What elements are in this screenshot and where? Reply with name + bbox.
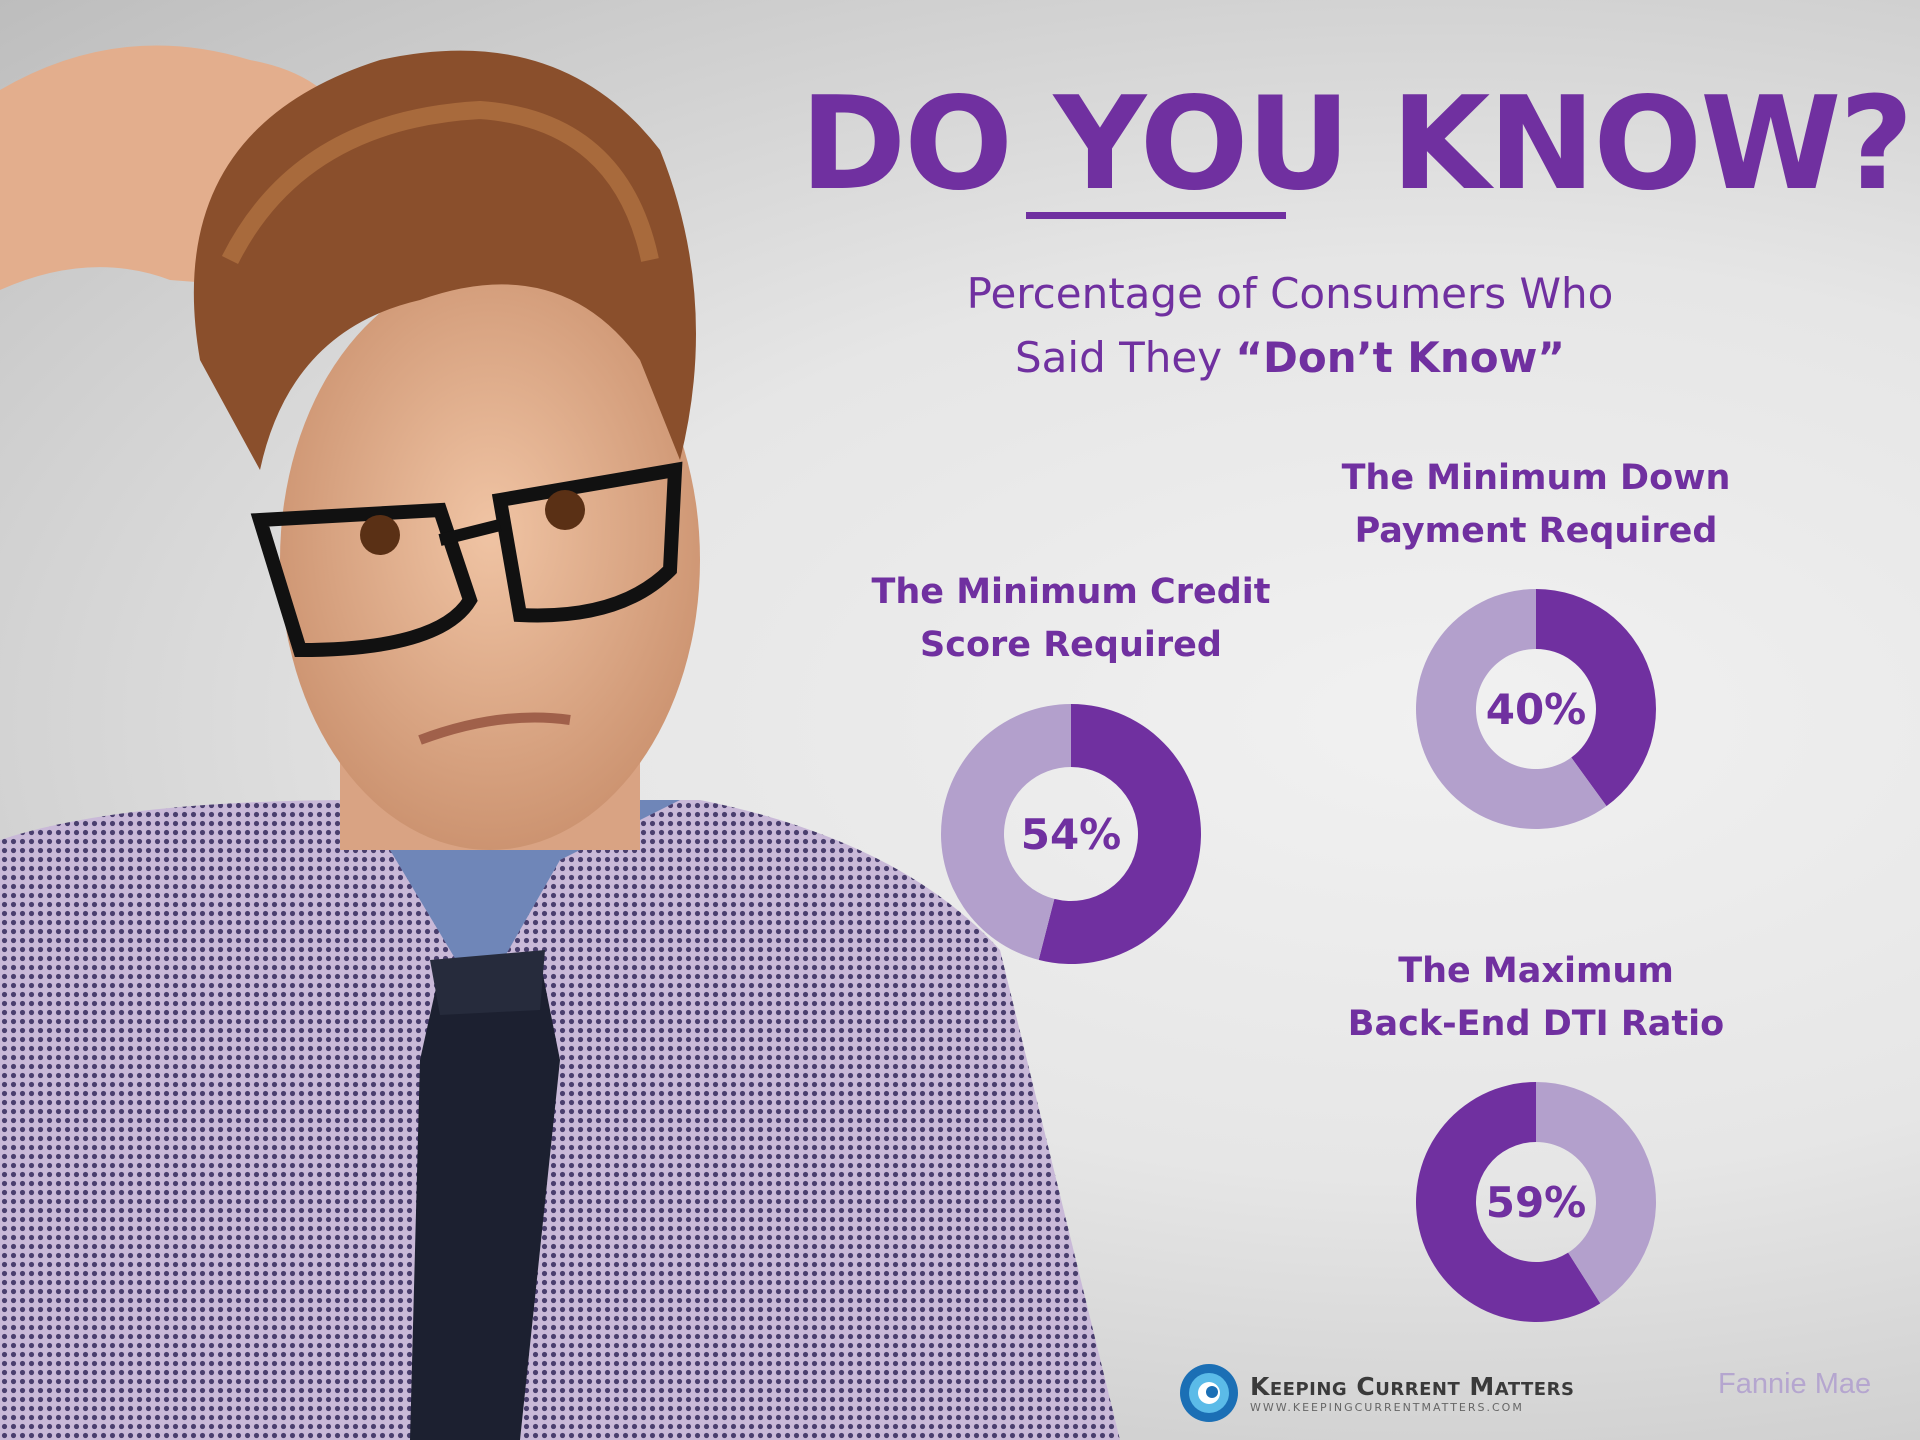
label-line: The Minimum Credit bbox=[871, 572, 1271, 612]
donut-slice-value bbox=[1038, 704, 1201, 964]
headline-prefix: DO bbox=[800, 70, 1054, 219]
label-line: The Maximum bbox=[1398, 951, 1674, 991]
label-line: The Minimum Down bbox=[1341, 458, 1731, 498]
donut-value-label: 54% bbox=[1021, 810, 1122, 859]
subtitle: Percentage of Consumers Who Said They “D… bbox=[890, 262, 1690, 390]
label-line: Score Required bbox=[920, 625, 1222, 665]
label-line: Payment Required bbox=[1354, 511, 1718, 551]
donut-slice-remainder bbox=[1416, 589, 1607, 829]
swirl-logo-icon bbox=[1180, 1364, 1238, 1422]
source-credit: Fannie Mae bbox=[1718, 1368, 1872, 1400]
headline-underline bbox=[1026, 212, 1286, 219]
subtitle-line1: Percentage of Consumers Who bbox=[966, 269, 1614, 318]
subtitle-line2-prefix: Said They bbox=[1015, 333, 1236, 382]
donut-slice-value bbox=[1416, 1082, 1601, 1322]
donut-value-label: 40% bbox=[1486, 685, 1587, 734]
chart-label-credit-score: The Minimum Credit Score Required bbox=[811, 566, 1331, 672]
confused-man-photo bbox=[0, 45, 1120, 1440]
subtitle-line2: Said They “Don’t Know” bbox=[890, 326, 1690, 390]
chart-label-down-payment: The Minimum Down Payment Required bbox=[1276, 452, 1796, 558]
keeping-current-matters-logo: Keeping Current Matters WWW.KEEPINGCURRE… bbox=[1178, 1362, 1574, 1424]
donut-slice-value bbox=[1536, 589, 1656, 807]
label-line: Back-End DTI Ratio bbox=[1347, 1004, 1725, 1044]
headline-emphasis: YOU bbox=[1053, 70, 1351, 219]
donut-slice-remainder bbox=[941, 704, 1071, 960]
logo-name: Keeping Current Matters bbox=[1250, 1372, 1575, 1401]
headline-suffix: KNOW? bbox=[1348, 70, 1914, 219]
donut-slice-remainder bbox=[1536, 1082, 1656, 1304]
chart-label-dti-ratio: The Maximum Back-End DTI Ratio bbox=[1276, 945, 1796, 1051]
logo-url: WWW.KEEPINGCURRENTMATTERS.COM bbox=[1250, 1401, 1524, 1414]
headline: DO YOU KNOW? bbox=[800, 70, 1914, 219]
donut-value-label: 59% bbox=[1486, 1178, 1587, 1227]
subtitle-emphasis: “Don’t Know” bbox=[1235, 333, 1565, 382]
